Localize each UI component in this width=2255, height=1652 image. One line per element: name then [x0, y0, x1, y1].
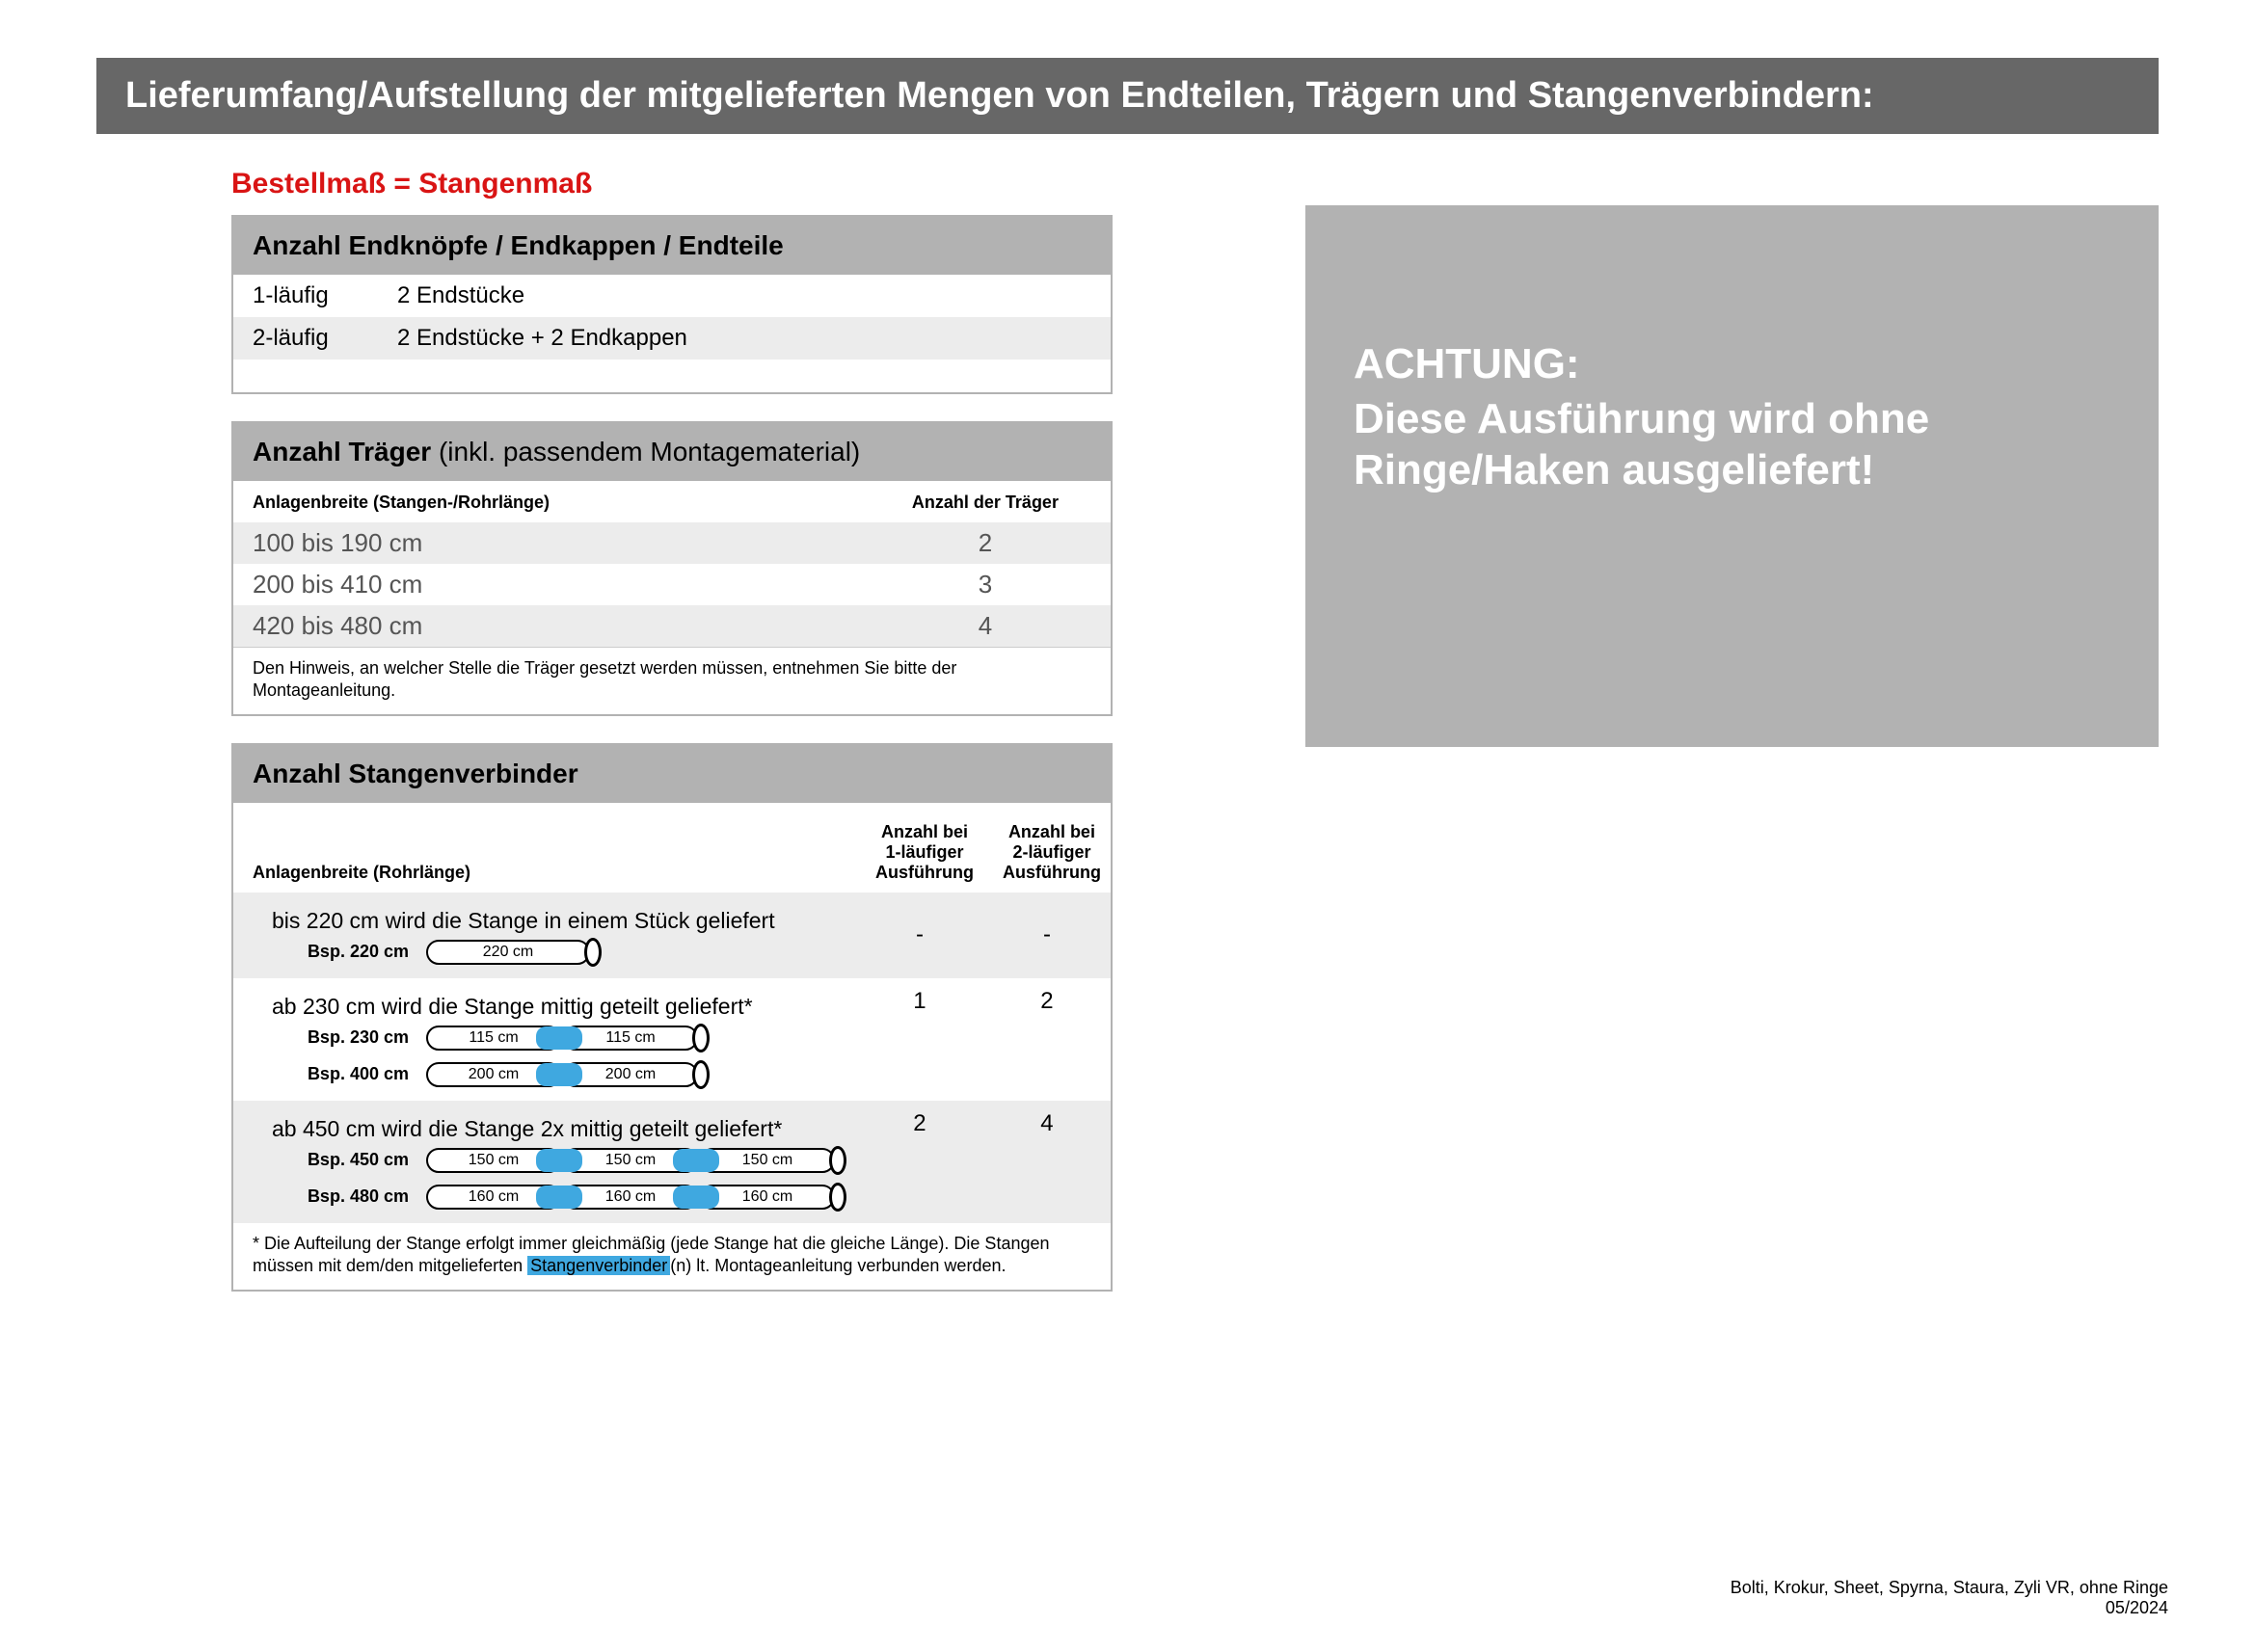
th: Anzahl bei 2-läufiger Ausführung [983, 803, 1111, 893]
connector-icon [673, 1186, 719, 1209]
cell: 2-läufig [233, 317, 378, 360]
notice-box: ACHTUNG: Diese Ausführung wird ohne Ring… [1305, 205, 2159, 747]
desc-text: ab 450 cm wird die Stange 2x mittig gete… [243, 1108, 846, 1142]
th: Anlagenbreite (Stangen-/Rohrlänge) [233, 481, 860, 522]
table-traeger: Anlagenbreite (Stangen-/Rohrlänge) Anzah… [233, 481, 1111, 647]
cell: 3 [860, 564, 1111, 605]
cell: 100 bis 190 cm [233, 522, 860, 564]
th: Anzahl bei 1-läufiger Ausführung [856, 803, 983, 893]
rod-segment: 160 cm [700, 1185, 835, 1210]
rod-diagram: 200 cm 200 cm [426, 1060, 710, 1089]
example-label: Bsp. 400 cm [291, 1064, 416, 1084]
cell: 420 bis 480 cm [233, 605, 860, 647]
cell: 2 Endstücke [378, 275, 1111, 317]
th: Anlagenbreite (Rohrlänge) [233, 803, 856, 893]
left-column: Bestellmaß = Stangenmaß Anzahl Endknöpfe… [231, 153, 1113, 1319]
example-row: Bsp. 400 cm 200 cm 200 cm [243, 1056, 846, 1093]
rod-segment: 220 cm [426, 940, 590, 965]
cell: 2 [856, 1101, 983, 1223]
section2-title-text: Anzahl Träger [253, 437, 431, 466]
section-verbinder: Anzahl Stangenverbinder Anlagenbreite (R… [231, 743, 1113, 1292]
rod-diagram: 160 cm 160 cm 160 cm [426, 1183, 846, 1212]
connector-icon [673, 1149, 719, 1172]
rod-end-icon [829, 1146, 846, 1175]
cell: - [983, 893, 1111, 978]
rod-diagram: 220 cm [426, 938, 602, 967]
section-endteile: Anzahl Endknöpfe / Endkappen / Endteile … [231, 215, 1113, 394]
section3-title: Anzahl Stangenverbinder [233, 745, 1111, 803]
group2-desc: ab 230 cm wird die Stange mittig geteilt… [233, 978, 856, 1101]
cell: 2 Endstücke + 2 Endkappen [378, 317, 1111, 360]
connector-icon [536, 1186, 582, 1209]
section2-title: Anzahl Träger (inkl. passendem Montagema… [233, 423, 1111, 481]
th: Anzahl der Träger [860, 481, 1111, 522]
rod-end-icon [692, 1024, 710, 1052]
rod-diagram: 150 cm 150 cm 150 cm [426, 1146, 846, 1175]
footer-date: 05/2024 [1731, 1598, 2168, 1618]
rod-end-icon [829, 1183, 846, 1212]
right-column: ACHTUNG: Diese Ausführung wird ohne Ring… [1305, 153, 2159, 1319]
connector-icon [536, 1026, 582, 1050]
page-header: Lieferumfang/Aufstellung der mitgeliefer… [96, 58, 2159, 134]
section2-footnote: Den Hinweis, an welcher Stelle die Träge… [233, 647, 1111, 714]
content-wrap: Bestellmaß = Stangenmaß Anzahl Endknöpfe… [231, 153, 2159, 1319]
red-heading: Bestellmaß = Stangenmaß [231, 168, 1113, 200]
connector-icon [536, 1063, 582, 1086]
notice-text: Diese Ausführung wird ohne Ringe/Haken a… [1354, 394, 2110, 496]
footer: Bolti, Krokur, Sheet, Spyrna, Staura, Zy… [1731, 1578, 2168, 1618]
example-row: Bsp. 230 cm 115 cm 115 cm [243, 1020, 846, 1056]
connector-icon [536, 1149, 582, 1172]
rod-segment: 200 cm [563, 1062, 698, 1087]
rod-end-icon [692, 1060, 710, 1089]
desc-text: ab 230 cm wird die Stange mittig geteilt… [243, 986, 846, 1020]
group3-desc: ab 450 cm wird die Stange 2x mittig gete… [233, 1101, 856, 1223]
cell: 200 bis 410 cm [233, 564, 860, 605]
table-verbinder: Anlagenbreite (Rohrlänge) Anzahl bei 1-l… [233, 803, 1111, 1223]
cell: 2 [983, 978, 1111, 1101]
footnote-b: (n) lt. Montageanleitung verbunden werde… [670, 1256, 1006, 1275]
cell: 1-läufig [233, 275, 378, 317]
footnote-highlight: Stangenverbinder [527, 1256, 670, 1275]
example-label: Bsp. 230 cm [291, 1027, 416, 1048]
cell: 4 [860, 605, 1111, 647]
table-endteile: 1-läufig 2 Endstücke 2-läufig 2 Endstück… [233, 275, 1111, 392]
rod-segment: 150 cm [700, 1148, 835, 1173]
rod-diagram: 115 cm 115 cm [426, 1024, 710, 1052]
example-label: Bsp. 480 cm [291, 1186, 416, 1207]
spacer [233, 360, 1111, 392]
rod-end-icon [584, 938, 602, 967]
cell: 4 [983, 1101, 1111, 1223]
cell: 1 [856, 978, 983, 1101]
section2-subtitle: (inkl. passendem Montagematerial) [431, 437, 860, 466]
cell: 2 [860, 522, 1111, 564]
section1-title: Anzahl Endknöpfe / Endkappen / Endteile [233, 217, 1111, 275]
desc-text: bis 220 cm wird die Stange in einem Stüc… [243, 900, 846, 934]
example-label: Bsp. 450 cm [291, 1150, 416, 1170]
example-row: Bsp. 220 cm 220 cm [243, 934, 846, 971]
cell: - [856, 893, 983, 978]
section-traeger: Anzahl Träger (inkl. passendem Montagema… [231, 421, 1113, 716]
example-row: Bsp. 450 cm 150 cm 150 cm 150 cm [243, 1142, 846, 1179]
example-row: Bsp. 480 cm 160 cm 160 cm 160 cm [243, 1179, 846, 1215]
rod-segment: 115 cm [563, 1026, 698, 1051]
notice-heading: ACHTUNG: [1354, 340, 2110, 388]
example-label: Bsp. 220 cm [291, 942, 416, 962]
section3-footnote: * Die Aufteilung der Stange erfolgt imme… [233, 1223, 1111, 1290]
group1-desc: bis 220 cm wird die Stange in einem Stüc… [233, 893, 856, 978]
footer-products: Bolti, Krokur, Sheet, Spyrna, Staura, Zy… [1731, 1578, 2168, 1598]
